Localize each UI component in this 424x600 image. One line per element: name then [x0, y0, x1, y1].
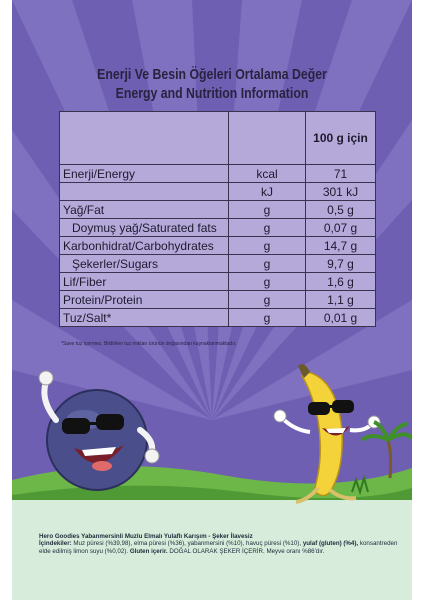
row-value: 1,6 g	[305, 272, 376, 291]
row-name: Karbonhidrat/Carbohydrates	[59, 236, 229, 255]
ingredients-label: İçindekiler:	[39, 540, 72, 548]
nutrition-title-tr: Enerji Ve Besin Öğeleri Ortalama Değer	[97, 66, 327, 83]
row-unit: g	[228, 218, 306, 237]
nutrition-title-en: Energy and Nutrition Information	[115, 85, 309, 102]
row-value: 301 kJ	[305, 182, 376, 201]
row-value: 0,01 g	[305, 308, 376, 327]
gluten-label: Gluten içerir.	[129, 547, 168, 555]
grass-tuft-icon	[351, 474, 369, 496]
row-value: 1,1 g	[305, 290, 376, 309]
row-name: Tuz/Salt*	[59, 308, 229, 327]
table-row: Protein/Protein g 1,1 g	[59, 290, 376, 309]
table-row: Tuz/Salt* g 0,01 g	[59, 308, 376, 327]
column-header: 100 g için	[305, 111, 376, 165]
row-unit: g	[228, 236, 306, 255]
product-name: Hero Goodies Yabanmersinli Muzlu Elmalı …	[39, 533, 253, 540]
row-unit: kJ	[228, 182, 306, 201]
row-value: 9,7 g	[305, 254, 376, 273]
row-unit: g	[228, 254, 306, 273]
row-unit: kcal	[228, 164, 306, 183]
row-value: 0,07 g	[305, 218, 376, 237]
ingredients-band	[12, 500, 412, 600]
mascot-illustration	[38, 364, 412, 504]
table-row: kJ 301 kJ	[59, 182, 376, 201]
row-name: Doymuş yağ/Saturated fats	[59, 218, 229, 237]
ingredients-text2: konsantreden elde edilmiş limon suyu (%0…	[39, 540, 398, 555]
row-value: 14,7 g	[305, 236, 376, 255]
table-row: Enerji/Energy kcal 71	[59, 164, 376, 183]
row-name	[59, 182, 229, 201]
ingredients-text: Muz püresi (%39,98), elma püresi (%36), …	[73, 540, 302, 548]
ingredients-text3: DOĞAL OLARAK ŞEKER İÇERİR. Meyve oranı %…	[169, 547, 325, 555]
salt-footnote: *Save tuz içermez. Bildirilen tuz miktar…	[61, 341, 237, 347]
row-name: Lif/Fiber	[59, 272, 229, 291]
row-name: Enerji/Energy	[59, 164, 229, 183]
row-value: 0,5 g	[305, 200, 376, 219]
table-row: Lif/Fiber g 1,6 g	[59, 272, 376, 291]
ingredients-block: Hero Goodies Yabanmersinli Muzlu Elmalı …	[39, 533, 399, 555]
oat-label: yulaf (gluten) (%4),	[302, 540, 359, 548]
nutrition-table: 100 g için Enerji/Energy kcal 71 kJ 301 …	[59, 111, 376, 327]
row-name: Protein/Protein	[59, 290, 229, 309]
table-row: Yağ/Fat g 0,5 g	[59, 200, 376, 219]
row-name: Yağ/Fat	[59, 200, 229, 219]
package-panel: Enerji Ve Besin Öğeleri Ortalama Değer E…	[12, 0, 412, 600]
table-row: Şekerler/Sugars g 9,7 g	[59, 254, 376, 273]
row-value: 71	[305, 164, 376, 183]
blueberry-mascot	[38, 370, 160, 491]
row-unit: g	[228, 308, 306, 327]
table-row: Doymuş yağ/Saturated fats g 0,07 g	[59, 218, 376, 237]
row-unit: g	[228, 200, 306, 219]
table-row: Karbonhidrat/Carbohydrates g 14,7 g	[59, 236, 376, 255]
row-name: Şekerler/Sugars	[59, 254, 229, 273]
palm-tree-icon	[360, 420, 412, 479]
row-unit: g	[228, 290, 306, 309]
table-header-row: 100 g için	[59, 111, 376, 165]
row-unit: g	[228, 272, 306, 291]
